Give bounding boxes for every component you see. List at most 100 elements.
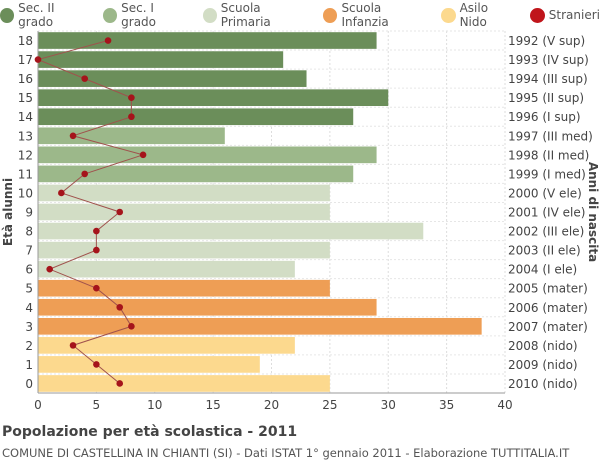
- x-tick-label: 30: [381, 398, 396, 412]
- x-tick-label: 20: [264, 398, 279, 412]
- y-axis-title: Età alunni: [1, 178, 15, 246]
- x-tick-label: 15: [205, 398, 220, 412]
- legend-item-inf: Scuola Infanzia: [323, 1, 427, 29]
- legend-label: Sec. II grado: [18, 1, 55, 29]
- y-tick-label: 9: [25, 206, 33, 220]
- y-tick-label: 2: [25, 339, 33, 353]
- legend-label: Scuola Primaria: [220, 1, 271, 29]
- birth-year-label: 2004 (I ele): [508, 263, 577, 277]
- x-tick-label: 35: [439, 398, 454, 412]
- bar-age-14: [38, 108, 354, 126]
- bar-age-10: [38, 184, 330, 202]
- birth-year-label: 2003 (II ele): [508, 244, 581, 258]
- y-tick-label: 4: [25, 301, 33, 315]
- birth-year-label: 1997 (III med): [508, 129, 593, 143]
- y-tick-label: 14: [18, 110, 33, 124]
- stranieri-point-age-0: [116, 380, 124, 387]
- stranieri-point-age-9: [116, 208, 124, 216]
- birth-year-label: 1996 (I sup): [508, 110, 581, 124]
- legend-item-sec1: Sec. I grado: [102, 1, 189, 29]
- stranieri-point-age-14: [128, 113, 135, 121]
- stranieri-point-age-18: [104, 37, 112, 44]
- birth-year-label: 2008 (nido): [508, 339, 578, 353]
- bar-age-16: [38, 70, 307, 87]
- x-tick-label: 25: [322, 398, 337, 412]
- y-tick-label: 8: [25, 225, 33, 239]
- y-tick-label: 13: [18, 129, 33, 143]
- legend-item-sec2: Sec. II grado: [0, 1, 89, 29]
- legend-label: Stranieri: [548, 8, 600, 22]
- birth-year-label: 2009 (nido): [508, 358, 578, 372]
- stranieri-point-age-5: [93, 284, 100, 292]
- birth-year-label: 2001 (IV ele): [508, 206, 585, 220]
- y-tick-label: 7: [25, 244, 33, 258]
- birth-year-label: 1994 (III sup): [508, 72, 588, 86]
- legend-item-prim: Scuola Primaria: [202, 1, 310, 29]
- bar-age-17: [38, 51, 284, 68]
- stranieri-point-age-1: [93, 361, 100, 368]
- stranieri-point-age-15: [128, 94, 135, 101]
- stranieri-point-age-6: [46, 265, 53, 273]
- birth-year-label: 1998 (II med): [508, 148, 589, 162]
- y-tick-label: 15: [18, 91, 33, 105]
- legend-swatch: [202, 7, 217, 23]
- birth-year-label: 2006 (mater): [508, 301, 588, 315]
- bar-age-7: [38, 241, 330, 259]
- y-tick-label: 11: [18, 167, 33, 181]
- y-tick-label: 18: [18, 34, 33, 48]
- bar-age-13: [38, 127, 225, 145]
- legend-swatch: [0, 7, 15, 23]
- legend-item-nido: Asilo Nido: [441, 1, 515, 29]
- bar-age-1: [38, 356, 260, 373]
- bar-age-3: [38, 317, 482, 335]
- chart-subtitle: COMUNE DI CASTELLINA IN CHIANTI (SI) - D…: [2, 446, 570, 460]
- birth-year-label: 2000 (V ele): [508, 186, 582, 200]
- legend-swatch: [102, 7, 118, 23]
- y-tick-label: 16: [18, 72, 33, 86]
- chart-legend: Sec. II grado Sec. I grado Scuola Primaria…: [0, 1, 600, 29]
- y-tick-label: 10: [18, 186, 33, 200]
- stranieri-point-age-2: [69, 342, 77, 349]
- y-tick-label: 3: [25, 320, 33, 334]
- legend-item-str: Stranieri: [529, 7, 600, 23]
- x-tick-label: 5: [93, 398, 101, 412]
- bar-age-9: [38, 203, 330, 221]
- legend-swatch: [441, 7, 456, 23]
- stranieri-point-age-17: [34, 56, 42, 63]
- bar-age-15: [38, 89, 389, 107]
- stranieri-point-age-16: [81, 75, 88, 82]
- stranieri-point-age-4: [116, 303, 124, 311]
- y-tick-label: 0: [25, 377, 33, 391]
- stranieri-point-age-7: [93, 246, 100, 254]
- birth-year-label: 1993 (IV sup): [508, 53, 589, 67]
- legend-swatch: [529, 7, 545, 23]
- stranieri-point-age-11: [81, 170, 88, 178]
- bar-age-6: [38, 260, 295, 278]
- birth-year-label: 1992 (V sup): [508, 34, 585, 48]
- bar-age-4: [38, 298, 377, 316]
- x-tick-label: 0: [34, 398, 42, 412]
- chart-title: Popolazione per età scolastica - 2011: [2, 424, 298, 440]
- bar-age-8: [38, 222, 424, 240]
- bar-age-11: [38, 165, 354, 183]
- bar-age-5: [38, 279, 330, 297]
- stranieri-point-age-8: [93, 227, 100, 235]
- stranieri-point-age-12: [139, 151, 147, 159]
- y-tick-label: 12: [18, 148, 33, 162]
- birth-year-label: 2002 (III ele): [508, 225, 584, 239]
- x-tick-label: 40: [497, 398, 512, 412]
- y-tick-label: 17: [18, 53, 33, 67]
- y-tick-label: 5: [25, 282, 33, 296]
- birth-year-label: 1999 (I med): [508, 167, 586, 181]
- birth-year-label: 2010 (nido): [508, 377, 578, 391]
- bar-age-0: [38, 375, 330, 392]
- legend-label: Asilo Nido: [459, 1, 489, 29]
- stranieri-point-age-3: [128, 323, 135, 330]
- birth-year-label: 1995 (II sup): [508, 91, 584, 105]
- bar-age-12: [38, 146, 377, 164]
- bar-age-2: [38, 337, 295, 354]
- legend-swatch: [323, 7, 338, 23]
- stranieri-point-age-13: [69, 132, 77, 140]
- y-tick-label: 6: [25, 263, 33, 277]
